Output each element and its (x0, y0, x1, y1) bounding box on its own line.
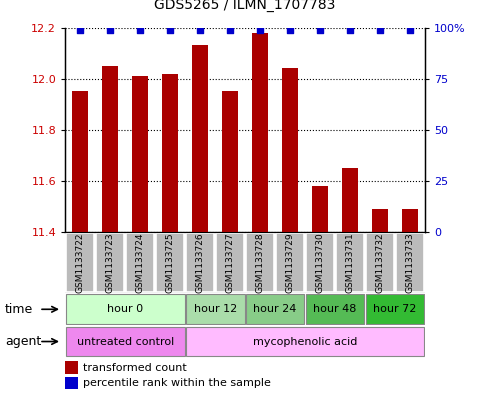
Text: GSM1133727: GSM1133727 (226, 232, 235, 293)
Text: mycophenolic acid: mycophenolic acid (253, 336, 357, 347)
Bar (396, 233, 424, 292)
Text: GSM1133729: GSM1133729 (285, 232, 295, 293)
Point (406, 27, 414, 33)
Point (166, 27, 174, 33)
Bar (102, 66, 118, 232)
Text: hour 48: hour 48 (313, 304, 357, 314)
Bar (186, 233, 214, 292)
Text: GSM1133730: GSM1133730 (315, 232, 325, 293)
Bar (186, 327, 425, 356)
Bar (306, 294, 365, 324)
Text: hour 24: hour 24 (254, 304, 297, 314)
Point (316, 27, 324, 33)
Bar (132, 76, 148, 232)
Bar (66, 327, 185, 356)
Bar (246, 294, 304, 324)
Bar (402, 209, 418, 232)
Text: percentile rank within the sample: percentile rank within the sample (83, 378, 270, 388)
Text: GSM1133726: GSM1133726 (196, 232, 205, 293)
Text: agent: agent (5, 335, 41, 348)
Bar (342, 168, 358, 232)
Bar (246, 233, 274, 292)
Text: GSM1133724: GSM1133724 (136, 233, 145, 293)
Text: GSM1133731: GSM1133731 (345, 232, 355, 293)
Bar (306, 233, 334, 292)
Bar (252, 33, 269, 232)
Bar (366, 233, 394, 292)
Point (76, 27, 84, 33)
Text: transformed count: transformed count (83, 362, 186, 373)
Text: hour 72: hour 72 (373, 304, 417, 314)
Point (346, 27, 354, 33)
Bar (276, 233, 304, 292)
Text: GDS5265 / ILMN_1707783: GDS5265 / ILMN_1707783 (155, 0, 336, 12)
Point (226, 27, 234, 33)
Bar (126, 233, 154, 292)
Bar (282, 68, 298, 232)
Text: GSM1133723: GSM1133723 (106, 232, 114, 293)
Text: GSM1133733: GSM1133733 (406, 232, 414, 293)
Text: GSM1133728: GSM1133728 (256, 232, 265, 293)
Bar (192, 46, 208, 232)
Bar (312, 186, 328, 232)
Bar (222, 92, 239, 232)
Text: GSM1133725: GSM1133725 (166, 232, 175, 293)
Bar (156, 233, 184, 292)
Text: untreated control: untreated control (76, 336, 174, 347)
Bar (186, 294, 244, 324)
Point (256, 27, 264, 33)
Point (196, 27, 204, 33)
Point (286, 27, 294, 33)
Bar (66, 233, 94, 292)
Text: hour 0: hour 0 (107, 304, 143, 314)
Bar (162, 73, 178, 232)
Point (136, 27, 144, 33)
Text: time: time (5, 303, 33, 316)
Text: hour 12: hour 12 (194, 304, 237, 314)
Bar (72, 92, 88, 232)
Bar (96, 233, 124, 292)
Bar (66, 294, 185, 324)
Bar (336, 233, 364, 292)
Bar (216, 233, 244, 292)
Text: GSM1133722: GSM1133722 (76, 233, 85, 293)
Bar (65, 377, 78, 389)
Bar (372, 209, 388, 232)
Text: GSM1133732: GSM1133732 (376, 232, 384, 293)
Point (106, 27, 114, 33)
Bar (366, 294, 425, 324)
Bar (65, 361, 78, 373)
Point (376, 27, 384, 33)
